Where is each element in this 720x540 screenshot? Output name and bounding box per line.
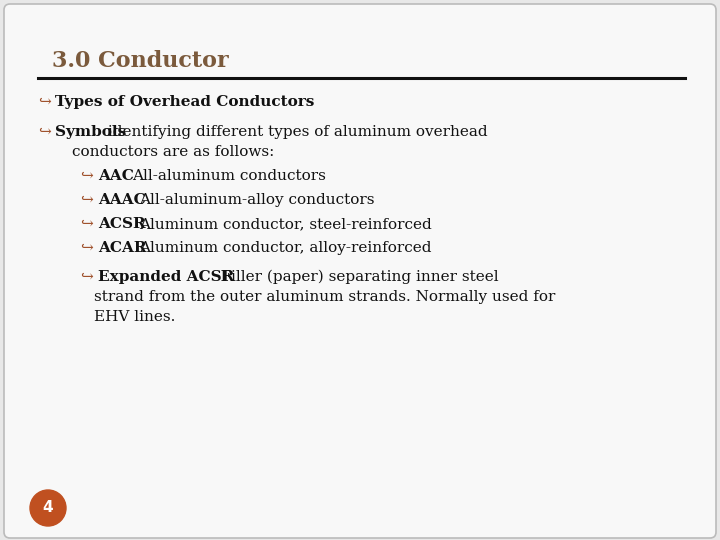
Text: 3.0 Conductor: 3.0 Conductor — [52, 50, 229, 72]
Text: ↪: ↪ — [80, 169, 93, 183]
Text: ↪: ↪ — [38, 125, 50, 139]
Text: Symbols: Symbols — [55, 125, 126, 139]
Text: Expanded ACSR: Expanded ACSR — [98, 270, 234, 284]
Text: Aluminum conductor, alloy-reinforced: Aluminum conductor, alloy-reinforced — [139, 241, 432, 255]
Text: ↪: ↪ — [80, 217, 93, 231]
Text: Aluminum conductor, steel-reinforced: Aluminum conductor, steel-reinforced — [139, 217, 432, 231]
Text: Filler (paper) separating inner steel: Filler (paper) separating inner steel — [201, 270, 498, 285]
Text: AAC: AAC — [98, 169, 134, 183]
Text: conductors are as follows:: conductors are as follows: — [72, 145, 274, 159]
Text: EHV lines.: EHV lines. — [94, 310, 176, 324]
Text: strand from the outer aluminum strands. Normally used for: strand from the outer aluminum strands. … — [94, 290, 555, 304]
Text: ↪: ↪ — [80, 193, 93, 207]
Text: All-aluminum conductors: All-aluminum conductors — [132, 169, 326, 183]
Text: AAAC: AAAC — [98, 193, 145, 207]
FancyBboxPatch shape — [4, 4, 716, 538]
Text: ACAR: ACAR — [98, 241, 146, 255]
Text: ↪: ↪ — [80, 241, 93, 255]
Text: Types of Overhead Conductors: Types of Overhead Conductors — [55, 95, 315, 109]
Text: ↪: ↪ — [80, 270, 93, 284]
Text: ↪: ↪ — [38, 95, 50, 109]
Text: All-aluminum-alloy conductors: All-aluminum-alloy conductors — [139, 193, 375, 207]
Circle shape — [30, 490, 66, 526]
Text: ACSR: ACSR — [98, 217, 145, 231]
Text: identifying different types of aluminum overhead: identifying different types of aluminum … — [103, 125, 487, 139]
Text: 4: 4 — [42, 501, 53, 516]
